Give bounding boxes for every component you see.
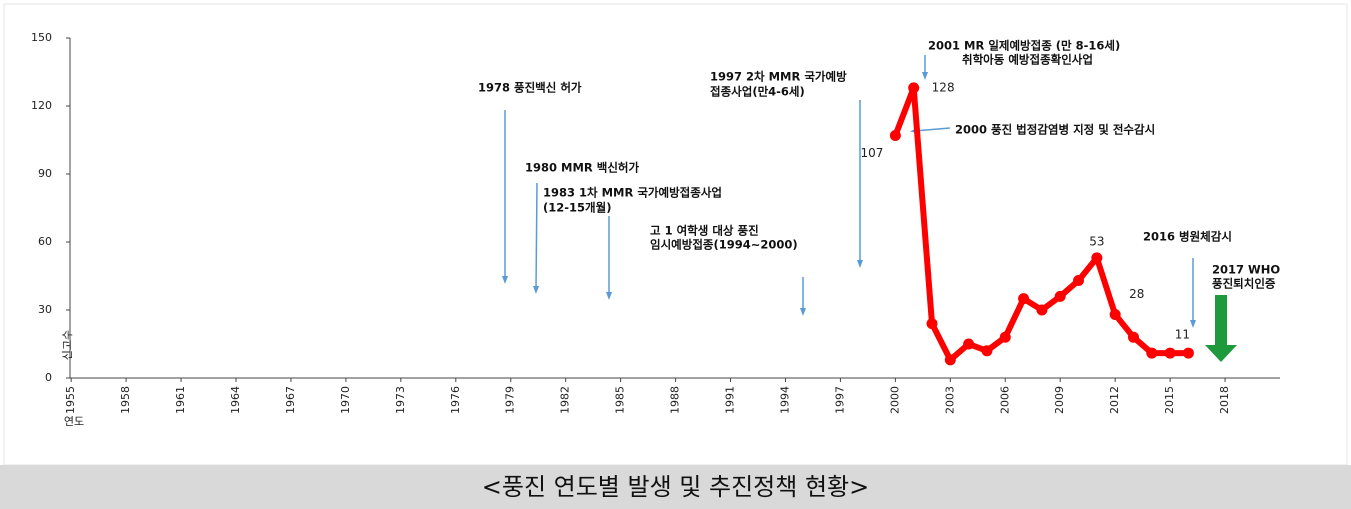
x-tick-label: 2009 <box>1053 386 1066 414</box>
x-tick-label: 1958 <box>119 386 132 414</box>
point <box>981 345 993 357</box>
x-tick-label: 1979 <box>504 386 517 414</box>
point <box>999 331 1011 343</box>
x-axis-label: 연도 <box>64 415 84 428</box>
point <box>889 129 901 141</box>
point <box>963 338 975 350</box>
x-tick-label: 1976 <box>449 386 462 414</box>
certification-arrow <box>1205 295 1237 362</box>
annotation: 풍진퇴치인증 <box>1212 277 1276 291</box>
point <box>1127 331 1139 343</box>
annotation: 2017 WHO <box>1212 263 1280 277</box>
point <box>926 318 938 330</box>
annotation: 2000 풍진 법정감염병 지정 및 전수감시 <box>955 123 1155 137</box>
x-tick-label: 1973 <box>394 386 407 414</box>
annotation: (12-15개월) <box>543 201 611 215</box>
x-tick-label: 1964 <box>229 386 242 414</box>
point <box>1091 252 1103 264</box>
point <box>1054 290 1066 302</box>
point <box>1018 293 1030 305</box>
x-tick-label: 1961 <box>174 386 187 414</box>
point <box>944 354 956 366</box>
y-tick-label: 120 <box>31 99 52 112</box>
point <box>1182 347 1194 359</box>
annotation: 취학아동 예방접종확인사업 <box>962 53 1093 67</box>
data-label: 28 <box>1129 287 1144 301</box>
point <box>1109 309 1121 321</box>
point <box>908 82 920 94</box>
data-label: 128 <box>932 80 955 94</box>
x-tick-label: 1967 <box>284 386 297 414</box>
annotation-arrows <box>502 55 1196 328</box>
annotation: 1978 풍진백신 허가 <box>478 81 582 95</box>
point <box>1073 275 1085 287</box>
y-tick-label: 0 <box>45 371 52 384</box>
annotation: 2001 MR 일제예방접종 (만 8-16세) <box>928 39 1120 53</box>
x-tick-label: 1991 <box>724 386 737 414</box>
point <box>1036 304 1048 316</box>
x-tick-label: 1994 <box>778 386 791 414</box>
annotation: 1980 MMR 백신허가 <box>525 161 639 175</box>
annotation: 2016 병원체감시 <box>1143 230 1232 244</box>
y-tick-label: 60 <box>38 235 52 248</box>
x-tick-label: 2000 <box>888 386 901 414</box>
x-tick-label: 2003 <box>943 386 956 414</box>
caption: <풍진 연도별 발생 및 추진정책 현황> <box>0 465 1351 509</box>
x-tick-label: 1955 <box>64 386 77 414</box>
y-tick-label: 150 <box>31 31 52 44</box>
y-tick-label: 30 <box>38 303 52 316</box>
x-tick-label: 1982 <box>559 386 572 414</box>
x-tick-label: 1997 <box>833 386 846 414</box>
y-tick-label: 90 <box>38 167 52 180</box>
x-tick-label: 2018 <box>1218 386 1231 414</box>
point <box>1164 347 1176 359</box>
data-label: 11 <box>1175 328 1190 342</box>
y-axis-label: 신고수 <box>61 330 74 360</box>
annotation: 1997 2차 MMR 국가예방 <box>710 70 847 84</box>
annotation: 임시예방접종(1994~2000) <box>650 238 798 252</box>
annotation: 접종사업(만4-6세) <box>710 85 805 99</box>
point <box>1146 347 1158 359</box>
x-tick-label: 2012 <box>1108 386 1121 414</box>
x-tick-label: 2015 <box>1163 386 1176 414</box>
x-tick-label: 1985 <box>614 386 627 414</box>
annotation: 1983 1차 MMR 국가예방접종사업 <box>543 186 722 200</box>
annotation: 고 1 여학생 대상 풍진 <box>650 224 759 238</box>
chart: 신고수 연도 0 30 60 90 120 150 1955 1958 1961 1964 1967… <box>3 3 1348 466</box>
x-tick-label: 1970 <box>339 386 352 414</box>
x-tick-label: 1988 <box>669 386 682 414</box>
data-label: 107 <box>860 146 883 160</box>
data-label: 53 <box>1089 234 1104 248</box>
x-tick-label: 2006 <box>998 386 1011 414</box>
